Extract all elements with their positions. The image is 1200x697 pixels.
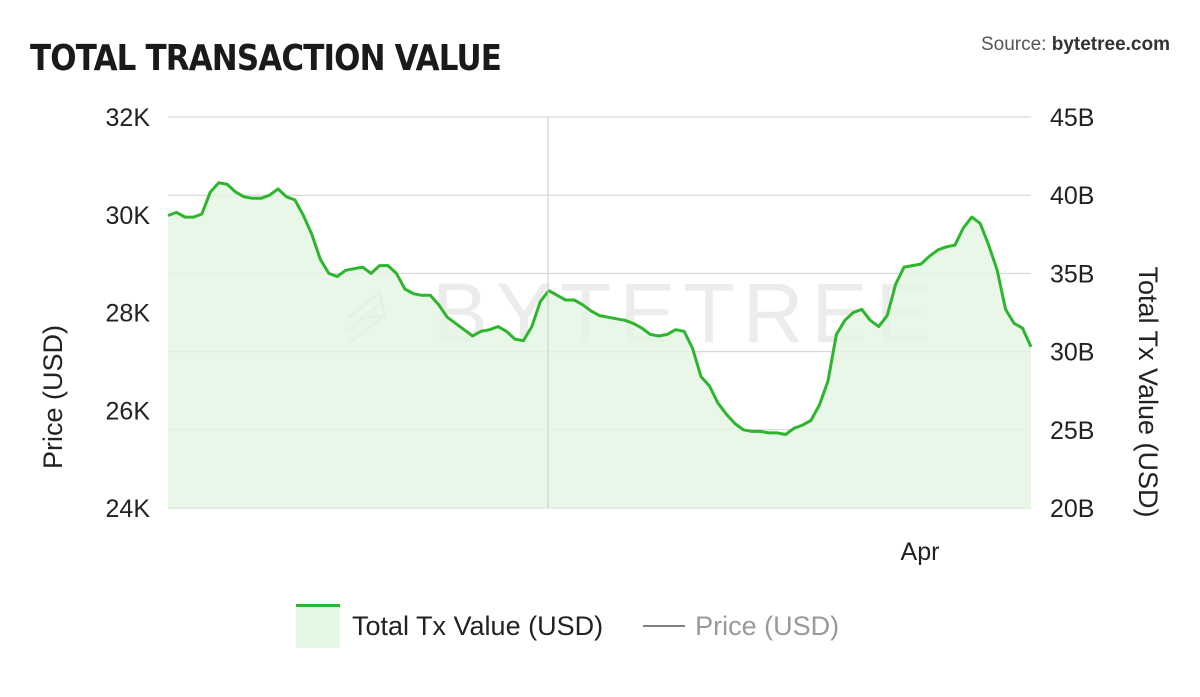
chart-title: TOTAL TRANSACTION VALUE: [30, 38, 502, 79]
left-tick-label: 32K: [106, 104, 151, 132]
source-prefix: Source:: [980, 34, 1052, 55]
right-tick-label: 40B: [1050, 182, 1094, 210]
legend-label-tx-value[interactable]: Total Tx Value (USD): [352, 610, 604, 641]
right-tick-label: 45B: [1050, 104, 1094, 132]
right-tick-label: 20B: [1050, 495, 1094, 523]
legend-label-price[interactable]: Price (USD): [695, 610, 840, 641]
legend: Total Tx Value (USD) Price (USD): [296, 604, 839, 648]
legend-swatch-tx-value[interactable]: [296, 604, 340, 648]
tx-value-line: [167, 181, 1033, 436]
left-tick-label: 26K: [106, 397, 151, 425]
left-axis-ticks: 24K 26K 28K 30K 32K: [106, 104, 151, 523]
source-credit[interactable]: Source: bytetree.com: [981, 34, 1170, 56]
x-tick-label: Apr: [901, 538, 940, 566]
x-axis-ticks: Apr: [901, 538, 940, 566]
right-axis-ticks: 20B 25B 30B 35B 40B 45B: [1050, 104, 1094, 523]
left-tick-label: 24K: [106, 495, 151, 523]
left-axis-title: Price (USD): [38, 325, 68, 469]
legend-swatch-price[interactable]: [643, 625, 686, 627]
left-tick-label: 30K: [106, 202, 151, 230]
source-name[interactable]: bytetree.com: [1051, 34, 1170, 55]
right-tick-label: 30B: [1050, 339, 1094, 367]
right-axis-title: Total Tx Value (USD): [1133, 266, 1163, 517]
left-tick-label: 28K: [106, 300, 151, 328]
right-tick-label: 25B: [1050, 417, 1094, 445]
right-tick-label: 35B: [1050, 260, 1094, 288]
tx-value-area: [168, 182, 1031, 508]
